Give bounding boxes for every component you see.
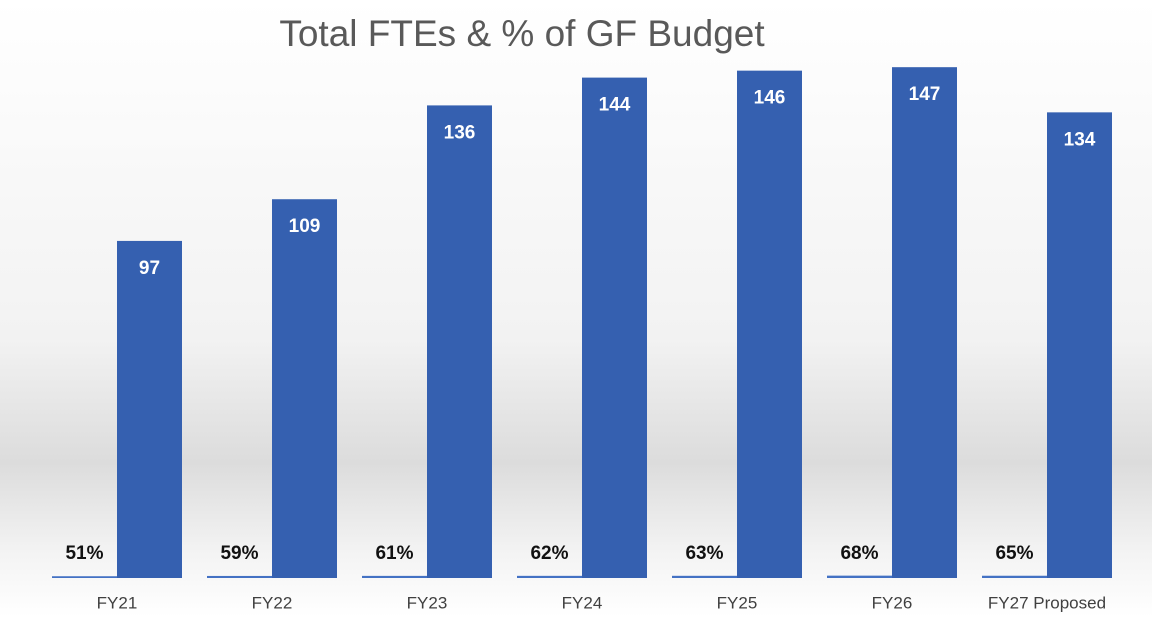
data-label: 63% <box>685 543 723 564</box>
x-tick-label: FY22 <box>252 593 293 612</box>
bar <box>207 575 272 578</box>
bar <box>982 575 1047 578</box>
data-label: 144 <box>599 95 631 116</box>
x-tick-label: FY26 <box>872 593 913 612</box>
data-label: 97 <box>139 258 160 279</box>
bar <box>672 575 737 578</box>
bar <box>892 67 957 579</box>
x-tick-label: FY27 Proposed <box>988 593 1106 612</box>
data-label: 134 <box>1064 129 1096 150</box>
data-label: 146 <box>754 88 786 109</box>
bar <box>827 575 892 578</box>
bar <box>1047 112 1112 578</box>
bar <box>117 240 182 579</box>
data-label: 136 <box>444 122 476 143</box>
x-tick-label: FY24 <box>562 593 603 612</box>
data-label: 147 <box>909 84 941 105</box>
chart-title: Total FTEs & % of GF Budget <box>279 13 765 54</box>
x-tick-label: FY25 <box>717 593 758 612</box>
bar <box>272 199 337 578</box>
bar <box>737 70 802 579</box>
bar <box>52 576 117 578</box>
x-tick-label: FY21 <box>97 593 138 612</box>
data-label: 109 <box>289 216 321 237</box>
bar <box>517 575 582 578</box>
data-label: 68% <box>840 543 878 564</box>
x-tick-label: FY23 <box>407 593 448 612</box>
data-label: 65% <box>995 543 1033 564</box>
data-label: 51% <box>65 543 103 564</box>
data-label: 59% <box>220 543 258 564</box>
bar <box>582 77 647 578</box>
bar <box>427 105 492 579</box>
data-label: 62% <box>530 543 568 564</box>
data-label: 61% <box>375 543 413 564</box>
bar <box>362 575 427 578</box>
